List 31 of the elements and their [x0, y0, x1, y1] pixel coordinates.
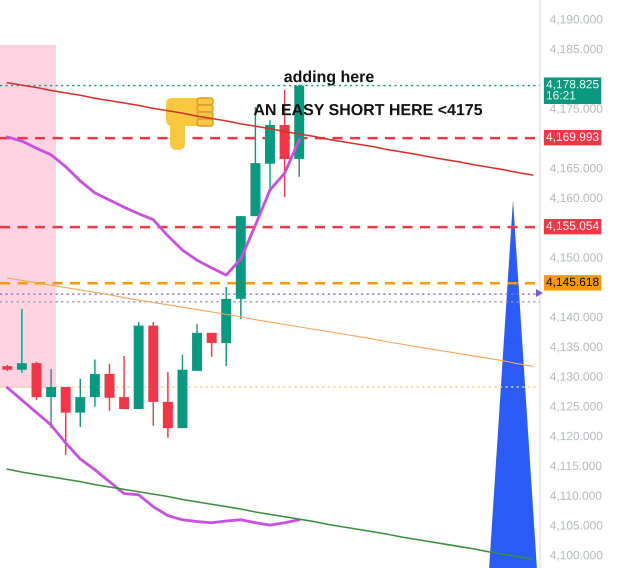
- y-tick-label: 4,110.000: [550, 491, 602, 502]
- candlestick: [75, 378, 86, 428]
- y-tick-label: 4,140.000: [550, 312, 602, 323]
- candlestick: [119, 355, 130, 410]
- annotation: adding here: [284, 70, 374, 86]
- y-tick-label: 4,165.000: [550, 164, 602, 174]
- y-tick-label: 4,100.000: [550, 550, 602, 561]
- y-tick-label: 4,105.000: [550, 521, 602, 531]
- candlestick: [90, 358, 100, 408]
- y-tick-label: 4,150.000: [550, 253, 602, 264]
- candlestick: [206, 332, 217, 358]
- ref-line-label: 4,178.825 16:21: [546, 80, 599, 100]
- ref-line-label: 4,169.993: [546, 132, 599, 142]
- candlestick: [46, 368, 56, 429]
- ref-line-label: 4,145.618: [546, 278, 599, 288]
- y-tick-label: 4,190.000: [550, 15, 602, 25]
- y-tick-label: 4,185.000: [550, 44, 602, 55]
- y-tick-label: 4,125.000: [550, 402, 602, 412]
- line-series: [6, 136, 301, 276]
- line-series: [6, 277, 534, 367]
- y-tick-label: 4,175.000: [550, 104, 602, 114]
- ref-line-label: 4,155.054: [546, 221, 599, 232]
- y-tick-label: 4,130.000: [550, 372, 602, 382]
- y-tick-label: 4,120.000: [550, 432, 602, 442]
- candlestick: [104, 363, 114, 412]
- line-series: [6, 386, 301, 527]
- y-tick-label: 4,115.000: [550, 462, 602, 472]
- y-tick-label: 4,135.000: [550, 342, 602, 352]
- y-tick-label: 4,160.000: [550, 194, 602, 204]
- candlestick: [16, 308, 27, 374]
- line-series: [6, 468, 534, 560]
